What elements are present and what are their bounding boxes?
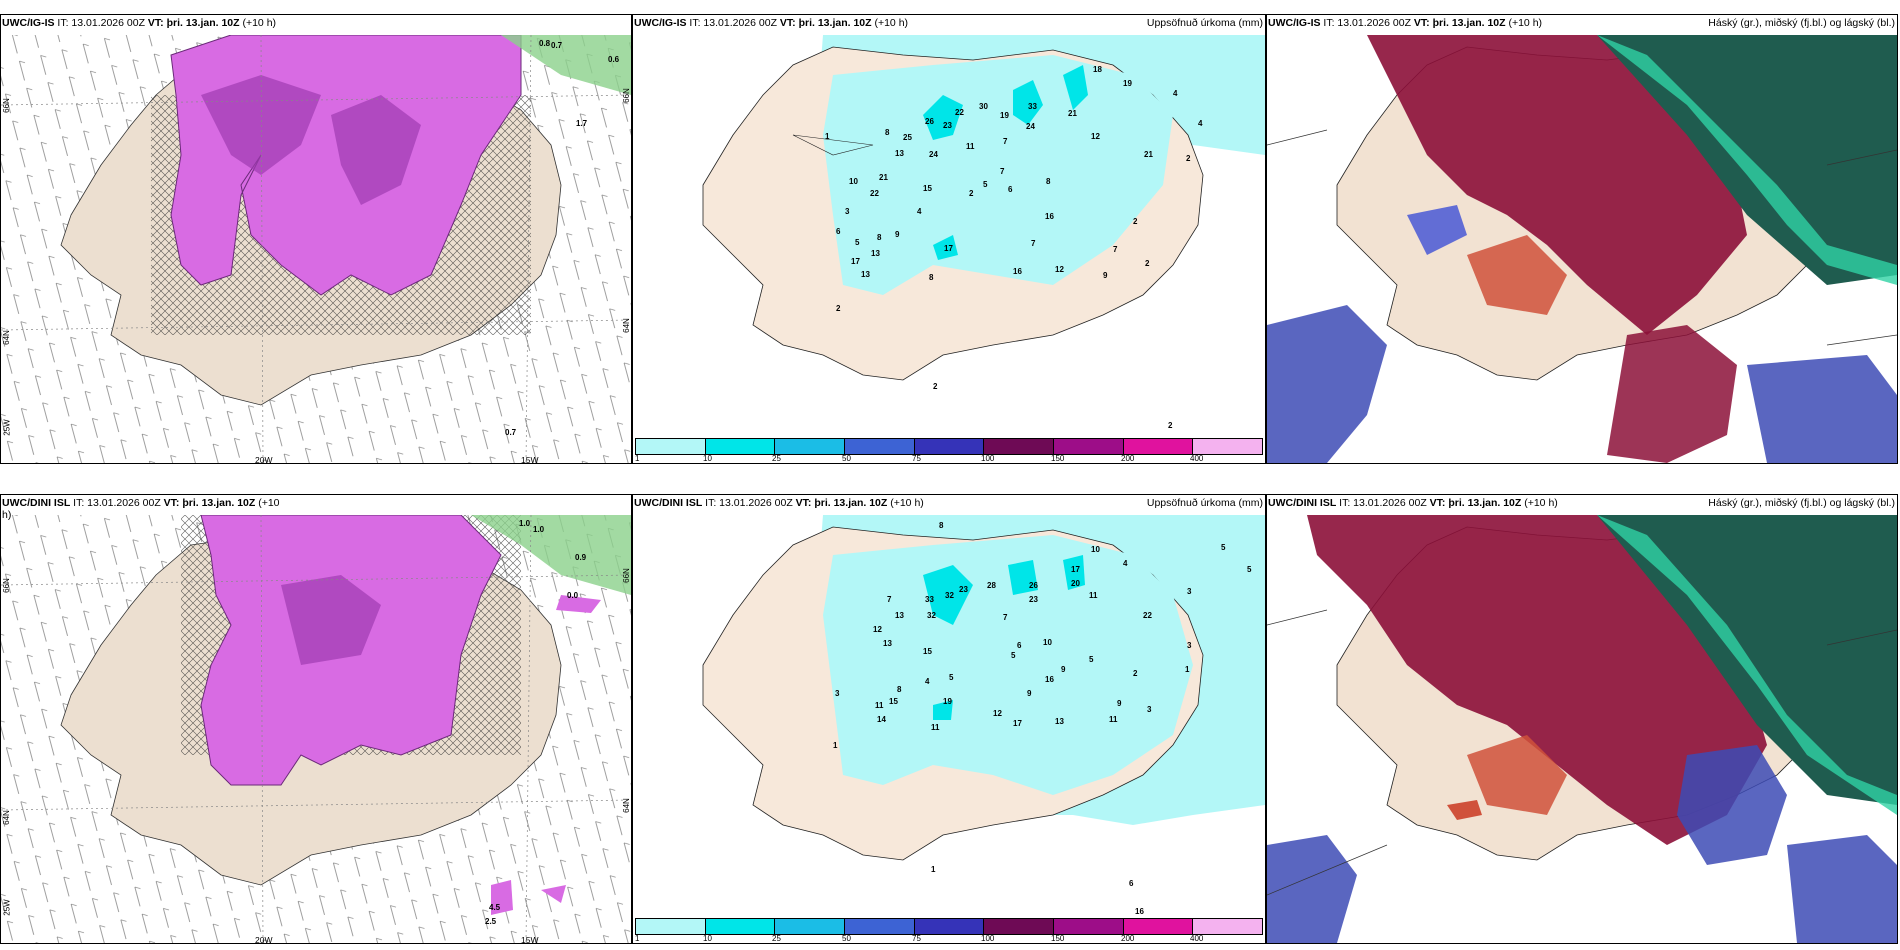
lon-label: 20W [255,455,273,464]
legend-swatch [845,439,915,454]
panel-title: UWC/DINI ISL IT: 13.01.2026 00Z VT: þri.… [2,497,280,521]
corner-value: 0.0 [567,591,579,600]
legend-swatch [914,439,985,454]
corner-value: 0.9 [575,553,587,562]
lat-label: 66N [621,568,631,583]
map-accum-precip [633,515,1265,915]
legend-swatch [1193,439,1263,454]
legend-swatch [636,439,706,454]
lon-label: 15W [521,455,539,464]
precip-legend: 1 10 25 50 75 100 150 200 400 [633,915,1265,943]
map-clouds [1267,515,1897,943]
lat-label: 64N [1,330,11,345]
panel-dini-wind-precip: UWC/DINI ISL IT: 13.01.2026 00Z VT: þri.… [0,494,632,944]
legend-tick: 10 [703,454,712,463]
panel-variable: Uppsöfnuð úrkoma (mm) [1146,17,1263,29]
panel-title: UWC/DINI ISL IT: 13.01.2026 00Z VT: þri.… [1268,497,1558,509]
map-accum-precip [633,35,1265,435]
panel-ig-clouds: UWC/IG-IS IT: 13.01.2026 00Z VT: þri. 13… [1266,14,1898,464]
panel-ig-wind-precip: UWC/IG-IS IT: 13.01.2026 00Z VT: þri. 13… [0,14,632,464]
legend-swatch [775,439,846,454]
legend-tick: 75 [912,934,921,943]
legend-swatch [1123,919,1194,934]
lat-label: 66N [621,88,631,103]
legend-tick: 400 [1190,454,1204,463]
legend-swatch [705,439,776,454]
legend-swatch [705,919,776,934]
corner-value: 1.0 [533,525,545,534]
legend-tick: 1 [635,934,640,943]
panel-variable: Uppsöfnuð úrkoma (mm) [1146,497,1263,509]
legend-swatch [775,919,846,934]
legend-swatch [1054,919,1124,934]
map-clouds [1267,35,1897,463]
legend-tick: 50 [842,454,851,463]
map-wind-precip [1,35,631,463]
legend-swatch [1054,439,1124,454]
lat-label: 66N [1,98,11,113]
lat-label: 25W [2,899,12,916]
legend-swatch [984,919,1055,934]
lon-label: 20W [255,935,273,944]
panel-variable: Háský (gr.), miðský (fj.bl.) og lágský (… [1708,497,1895,509]
panel-variable: Háský (gr.), miðský (fj.bl.) og lágský (… [1708,17,1895,29]
legend-tick: 100 [981,934,995,943]
legend-tick: 75 [912,454,921,463]
corner-value: 2.5 [485,917,497,926]
legend-tick: 25 [772,934,781,943]
corner-value: 0.8 [539,39,551,48]
legend-tick: 400 [1190,934,1204,943]
legend-swatch [914,919,985,934]
lat-label: 25W [2,419,12,436]
legend-tick: 10 [703,934,712,943]
panel-title: UWC/IG-IS IT: 13.01.2026 00Z VT: þri. 13… [1268,17,1543,29]
legend-tick: 50 [842,934,851,943]
corner-value: 0.7 [551,41,563,50]
lon-label: 15W [521,935,539,944]
corner-value: 1.0 [519,519,531,528]
legend-swatch [636,919,706,934]
map-wind-precip [1,515,631,943]
legend-tick: 200 [1121,454,1135,463]
legend-tick: 25 [772,454,781,463]
legend-tick: 200 [1121,934,1135,943]
legend-tick: 100 [981,454,995,463]
lat-label: 64N [1,810,11,825]
legend-tick: 150 [1051,454,1065,463]
legend-swatch [1123,439,1194,454]
corner-value: 0.7 [505,428,517,437]
lat-label: 64N [621,318,631,333]
corner-value: 0.6 [608,55,620,64]
panel-title: UWC/IG-IS IT: 13.01.2026 00Z VT: þri. 13… [2,17,277,29]
lat-label: 64N [621,798,631,813]
panel-title: UWC/DINI ISL IT: 13.01.2026 00Z VT: þri.… [634,497,924,509]
panel-ig-accum-precip: UWC/IG-IS IT: 13.01.2026 00Z VT: þri. 13… [632,14,1266,464]
panel-dini-clouds: UWC/DINI ISL IT: 13.01.2026 00Z VT: þri.… [1266,494,1898,944]
legend-swatch [984,439,1055,454]
legend-tick: 1 [635,454,640,463]
lat-label: 66N [1,578,11,593]
precip-legend: 1 10 25 50 75 100 150 200 400 [633,435,1265,463]
panel-dini-accum-precip: UWC/DINI ISL IT: 13.01.2026 00Z VT: þri.… [632,494,1266,944]
legend-swatch [1193,919,1263,934]
legend-tick: 150 [1051,934,1065,943]
legend-swatch [845,919,915,934]
panel-title: UWC/IG-IS IT: 13.01.2026 00Z VT: þri. 13… [634,17,909,29]
corner-value: 1.7 [576,119,588,128]
corner-value: 4.5 [489,903,501,912]
